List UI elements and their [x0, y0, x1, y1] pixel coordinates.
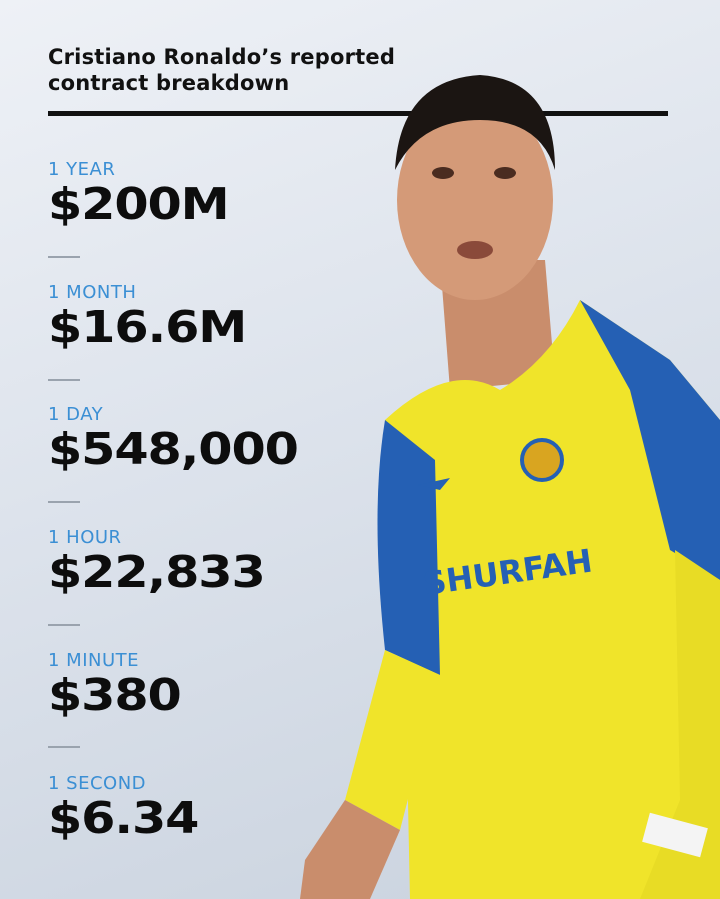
stat-separator [48, 624, 80, 626]
left-forearm [345, 650, 440, 830]
title-divider [48, 111, 668, 116]
stat-value: $548,000 [48, 424, 299, 475]
stat-value: $6.34 [48, 793, 199, 844]
stat-label: 1 DAY [48, 404, 104, 425]
club-crest-icon [520, 438, 564, 482]
jersey-right-sleeve [580, 300, 720, 580]
stat-value: $200M [48, 179, 230, 230]
stat-year: 1 YEAR $200M [48, 159, 230, 230]
page-title: Cristiano Ronaldo’s reported contract br… [48, 44, 395, 96]
stat-second: 1 SECOND $6.34 [48, 773, 199, 844]
stat-separator [48, 379, 80, 381]
stat-label: 1 MONTH [48, 282, 137, 303]
jersey-body [385, 300, 720, 899]
stat-label: 1 YEAR [48, 159, 116, 180]
stat-value: $16.6M [48, 302, 247, 353]
title-line-2: contract breakdown [48, 71, 290, 95]
stat-minute: 1 MINUTE $380 [48, 650, 182, 721]
right-arm [640, 550, 720, 899]
player-photo: SHURFAH [300, 75, 720, 899]
stat-month: 1 MONTH $16.6M [48, 282, 247, 353]
player-hair [395, 75, 555, 170]
stat-separator [48, 256, 80, 258]
stat-label: 1 MINUTE [48, 650, 140, 671]
stat-value: $22,833 [48, 547, 266, 598]
stat-separator [48, 746, 80, 748]
stat-value: $380 [48, 670, 182, 721]
stat-separator [48, 501, 80, 503]
stat-label: 1 SECOND [48, 773, 147, 794]
title-line-1: Cristiano Ronaldo’s reported [48, 45, 396, 69]
jersey-left-sleeve [377, 420, 440, 675]
player-head [397, 100, 553, 300]
stat-label: 1 HOUR [48, 527, 122, 548]
wrist-tape [642, 812, 708, 858]
kit-brand-icon [418, 478, 450, 490]
left-hand [300, 800, 400, 899]
stat-hour: 1 HOUR $22,833 [48, 527, 266, 598]
stat-day: 1 DAY $548,000 [48, 404, 299, 475]
